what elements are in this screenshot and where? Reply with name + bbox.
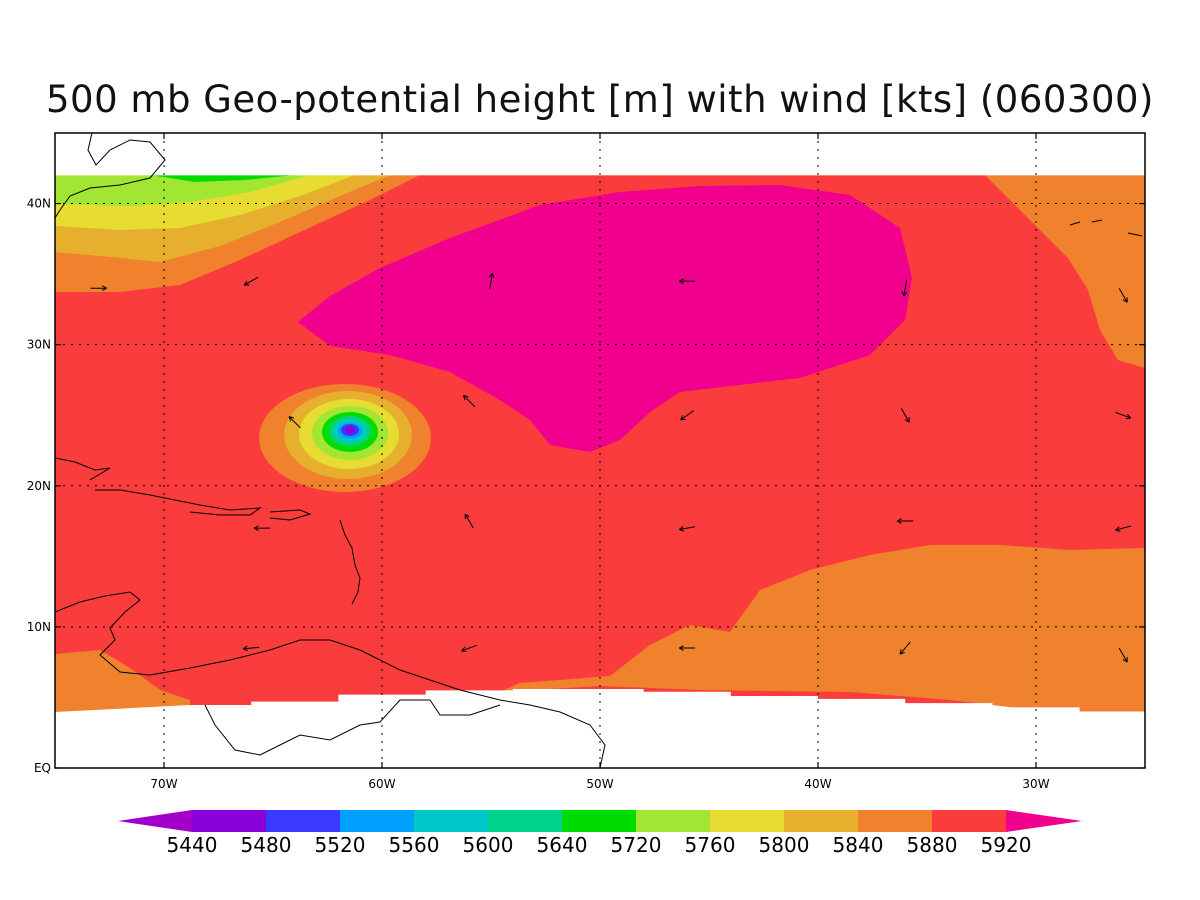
- colorbar-label: 5640: [537, 833, 588, 857]
- colorbar-swatch: [858, 810, 933, 832]
- field-5920-high: [298, 185, 912, 452]
- colorbar-swatch: [710, 810, 785, 832]
- y-tick-label: 20N: [27, 479, 51, 493]
- x-tick-label: 50W: [586, 777, 613, 791]
- wind-arrow: [678, 278, 696, 285]
- field-5720-north: [55, 175, 310, 206]
- field-5840-east: [985, 175, 1145, 368]
- colorbar-label: 5920: [981, 833, 1032, 857]
- graticule: [55, 133, 1145, 768]
- y-tick-label: EQ: [34, 761, 51, 775]
- wind-arrow: [242, 645, 260, 652]
- wind-vectors: [90, 272, 1132, 663]
- x-tick-label: 70W: [150, 777, 177, 791]
- wind-arrow: [678, 645, 696, 651]
- colorbar-swatch: [488, 810, 563, 832]
- colorbar-swatch: [932, 810, 1007, 832]
- coastline-south-america-interior: [204, 699, 501, 756]
- colorbar-label: 5840: [833, 833, 884, 857]
- field-5840-south: [470, 545, 1145, 715]
- wind-arrow: [900, 408, 910, 423]
- colorbar-label: 5480: [241, 833, 292, 857]
- colorbar-label: 5800: [759, 833, 810, 857]
- wind-arrow: [253, 525, 271, 531]
- no-data-region: [55, 688, 1145, 768]
- wind-arrow: [1118, 647, 1128, 663]
- coastlines: [55, 133, 1143, 768]
- colorbar-swatch: [784, 810, 859, 832]
- wind-arrow: [288, 416, 301, 429]
- coastline-north-america: [55, 133, 166, 219]
- wind-arrow: [901, 280, 908, 297]
- wind-arrow: [899, 641, 911, 655]
- coastline-lesser-antilles: [339, 519, 361, 605]
- colorbar-labels: 5440 5480 5520 5560 5600 5640 5720 5760 5800 5840…: [167, 833, 1032, 857]
- plot-area: [55, 133, 1145, 768]
- wind-arrow: [680, 410, 695, 421]
- colorbar: [118, 810, 1082, 832]
- wind-arrow: [1115, 412, 1132, 420]
- colorbar-label: 5880: [907, 833, 958, 857]
- colorbar-label: 5760: [685, 833, 736, 857]
- axis-ticks: [55, 133, 1145, 769]
- field-5640-north: [150, 175, 295, 182]
- wind-arrow: [1115, 525, 1132, 532]
- wind-arrow: [90, 285, 107, 292]
- coastline-greater-antilles: [55, 457, 312, 521]
- colorbar-swatch: [266, 810, 341, 832]
- colorbar-arrow-low: [118, 810, 192, 832]
- y-tick-label: 30N: [27, 338, 51, 352]
- wind-arrow: [464, 513, 474, 529]
- ring-5440: [345, 426, 355, 434]
- wind-arrow: [461, 644, 477, 653]
- colorbar-label: 5720: [611, 833, 662, 857]
- y-tick-label: 40N: [27, 197, 51, 211]
- colorbar-swatch: [192, 810, 267, 832]
- x-tick-label: 40W: [804, 777, 831, 791]
- colorbar-swatch: [562, 810, 637, 832]
- x-tick-label: 60W: [368, 777, 395, 791]
- coastline-south-america: [55, 591, 606, 768]
- wind-arrow: [1118, 288, 1128, 303]
- colorbar-swatch: [340, 810, 415, 832]
- wind-arrow: [488, 272, 495, 290]
- colorbar-label: 5600: [463, 833, 514, 857]
- axis-tick-labels: 70W 60W 50W 40W 30W EQ 10N 20N 30N 40N: [27, 197, 1050, 791]
- map-title: 500 mb Geo-potential height [m] with win…: [46, 78, 1154, 121]
- no-data-top: [55, 133, 1145, 176]
- colorbar-swatch: [414, 810, 489, 832]
- colorbar-label: 5440: [167, 833, 218, 857]
- x-tick-label: 30W: [1022, 777, 1049, 791]
- colorbar-swatch: [636, 810, 711, 832]
- y-tick-label: 10N: [27, 620, 51, 634]
- colorbar-label: 5520: [315, 833, 366, 857]
- wind-arrow: [896, 518, 914, 524]
- wind-arrow: [679, 525, 696, 532]
- field-5840-southwest: [55, 650, 190, 712]
- colorbar-arrow-high: [1006, 810, 1082, 832]
- coastline-azores: [1069, 219, 1143, 237]
- colorbar-label: 5560: [389, 833, 440, 857]
- wind-arrow: [243, 276, 259, 286]
- wind-arrow: [463, 394, 476, 408]
